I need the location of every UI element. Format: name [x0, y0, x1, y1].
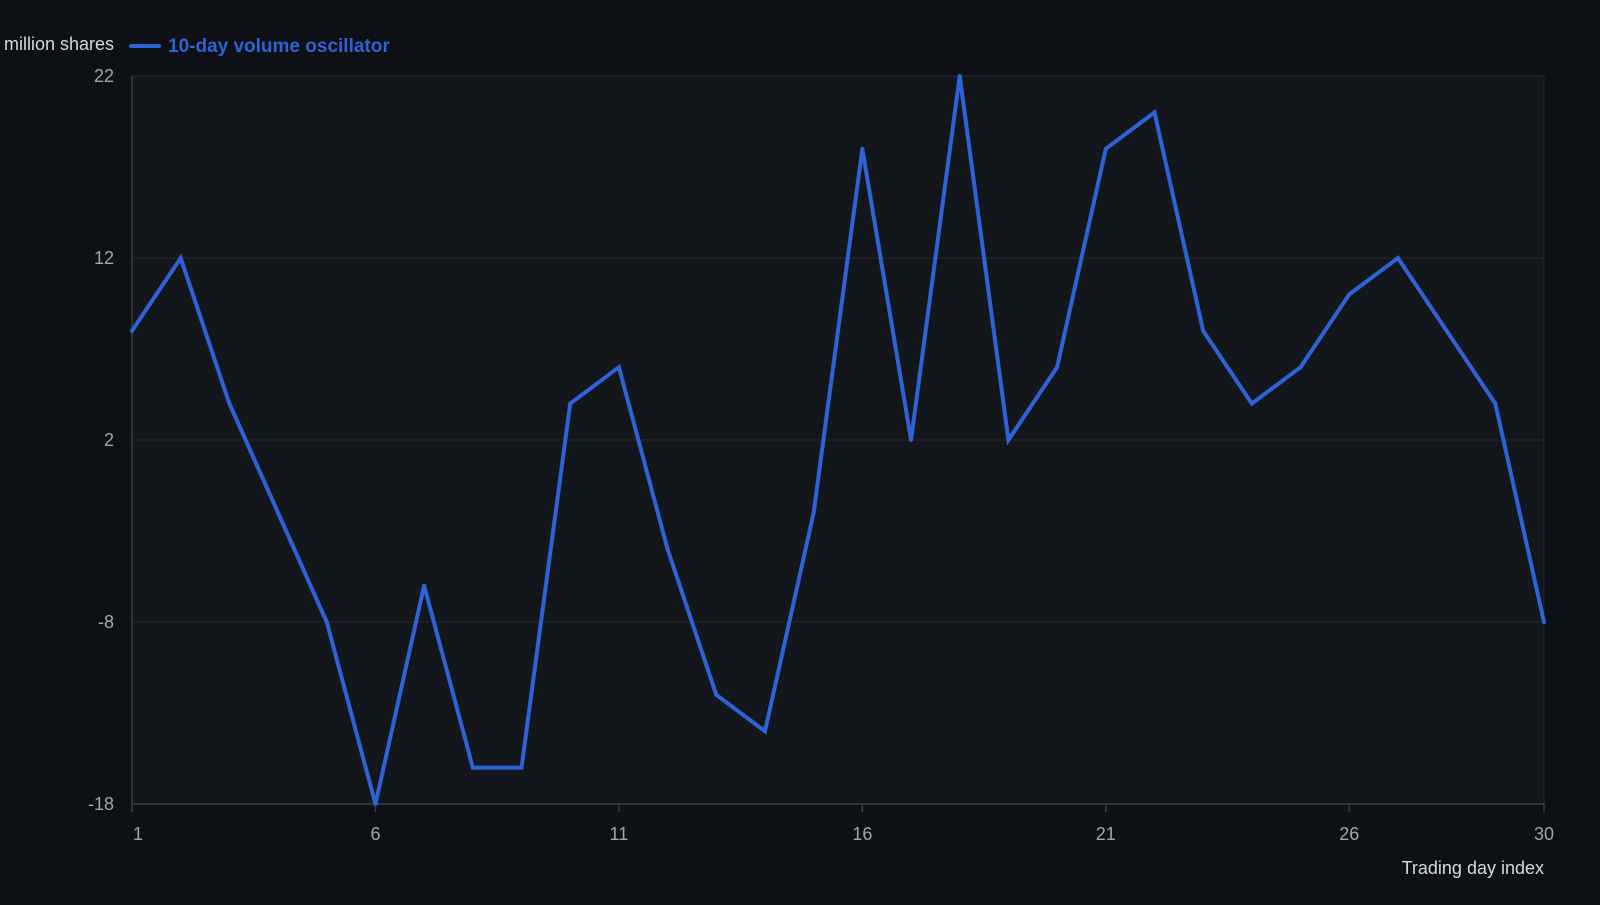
data-point	[1201, 328, 1206, 333]
y-tick-label: 2	[104, 430, 114, 450]
x-tick-label: 11	[610, 824, 629, 844]
data-point	[1542, 620, 1546, 624]
data-point	[1444, 328, 1449, 333]
x-tick-label: 1	[133, 824, 143, 844]
y-tick-label: -8	[98, 612, 114, 632]
legend-label-0: 10-day volume oscillator	[168, 36, 390, 57]
data-point	[1006, 438, 1011, 442]
data-point	[324, 620, 329, 624]
data-point	[373, 802, 378, 806]
data-point	[811, 510, 816, 515]
data-point	[1249, 401, 1254, 406]
x-tick-label: 30	[1534, 824, 1554, 844]
data-point	[1103, 146, 1108, 151]
data-point	[1298, 365, 1303, 370]
x-tick-label: 26	[1339, 824, 1359, 844]
x-tick-label: 16	[852, 824, 872, 844]
data-point	[714, 692, 719, 697]
data-point	[860, 146, 865, 151]
data-point	[470, 765, 475, 770]
y-tick-label: -18	[88, 794, 114, 814]
x-tick-label: 21	[1096, 824, 1116, 844]
data-point	[665, 547, 670, 552]
data-point	[227, 401, 232, 406]
data-point	[1493, 401, 1498, 406]
axes	[131, 76, 1545, 812]
data-point	[130, 328, 134, 333]
data-point	[1152, 110, 1157, 115]
data-point	[276, 510, 281, 515]
series-line-0	[130, 75, 1546, 805]
data-point	[1395, 256, 1400, 260]
x-tick-label: 6	[370, 824, 380, 844]
data-point	[616, 365, 621, 370]
data-point	[178, 256, 183, 260]
y-tick-label: 22	[94, 66, 114, 86]
data-point	[957, 74, 962, 78]
data-point	[909, 438, 914, 442]
data-point	[1347, 292, 1352, 297]
y-axis-title: million shares	[4, 34, 114, 54]
x-axis-title: Trading day index	[1402, 858, 1544, 878]
legend: 10-day volume oscillator	[129, 36, 390, 57]
data-point	[519, 765, 524, 770]
data-point	[422, 583, 427, 588]
data-point	[568, 401, 573, 406]
y-tick-label: 12	[94, 248, 114, 268]
data-point	[1055, 365, 1060, 370]
series-layer	[130, 74, 1546, 806]
data-point	[762, 729, 767, 734]
